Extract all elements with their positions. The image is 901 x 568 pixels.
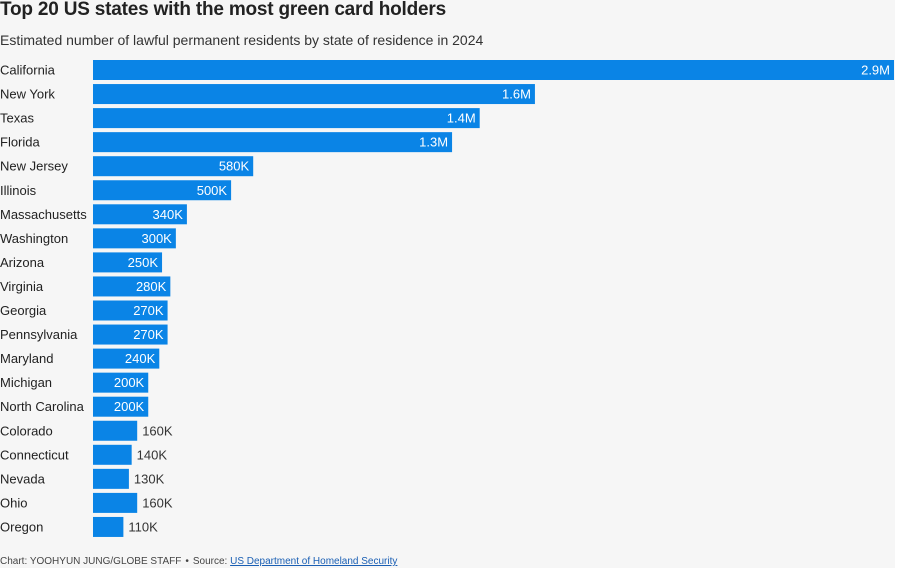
bar [93, 516, 124, 537]
source-prefix: Source: [192, 556, 228, 567]
value-label: 240K [125, 351, 156, 366]
bar [93, 108, 480, 129]
bar [93, 468, 129, 489]
bar [93, 180, 232, 201]
category-label: Ohio [0, 495, 27, 510]
bar [93, 60, 894, 80]
category-label: Texas [0, 111, 34, 126]
chart-title: Top 20 US states with the most green car… [0, 0, 446, 20]
bar [93, 228, 176, 249]
bar [93, 300, 168, 321]
bar [93, 420, 138, 441]
footer-separator: • [185, 556, 189, 567]
category-label: Pennsylvania [0, 327, 78, 342]
bar [93, 84, 535, 105]
bar [93, 204, 187, 225]
value-label: 200K [114, 375, 145, 390]
source-link[interactable]: US Department of Homeland Security [230, 556, 398, 567]
category-label: Michigan [0, 375, 52, 390]
bar [93, 444, 132, 465]
category-label: Arizona [0, 255, 45, 270]
bar [93, 492, 138, 513]
value-label: 110K [128, 519, 158, 534]
value-label: 140K [137, 447, 168, 462]
category-label: New Jersey [0, 159, 68, 174]
value-label: 2.9M [861, 63, 890, 78]
category-label: Connecticut [0, 447, 69, 462]
category-label: Georgia [0, 303, 47, 318]
bar-chart: California 2.9M New York 1.6M Texas 1.4M Flori… [0, 60, 894, 537]
category-label: Washington [0, 231, 68, 246]
value-label: 1.6M [502, 87, 531, 102]
category-label: California [0, 63, 56, 78]
category-label: Virginia [0, 279, 44, 294]
category-label: Maryland [0, 351, 53, 366]
bar [93, 132, 453, 153]
value-label: 580K [219, 159, 250, 174]
value-label: 340K [153, 207, 184, 222]
value-label: 500K [197, 183, 228, 198]
category-label: Illinois [0, 183, 37, 198]
value-label: 270K [133, 303, 164, 318]
category-label: North Carolina [0, 399, 85, 414]
category-label: Oregon [0, 519, 43, 534]
value-label: 160K [142, 495, 173, 510]
chart-credit: Chart: YOOHYUN JUNG/GLOBE STAFF [0, 556, 182, 567]
chart-footer: Chart: YOOHYUN JUNG/GLOBE STAFF • Source: … [0, 556, 397, 567]
bar [93, 348, 160, 369]
bar [93, 372, 149, 393]
value-label: 1.4M [447, 111, 476, 126]
value-label: 160K [142, 423, 173, 438]
value-label: 250K [128, 255, 159, 270]
bar [93, 252, 163, 273]
category-label: Colorado [0, 423, 53, 438]
category-label: Massachusetts [0, 207, 87, 222]
value-label: 270K [133, 327, 164, 342]
value-label: 130K [134, 471, 165, 486]
bar [93, 156, 254, 177]
category-label: Florida [0, 135, 41, 150]
bar [93, 276, 171, 297]
bar [93, 396, 149, 417]
value-label: 1.3M [419, 135, 448, 150]
value-label: 300K [141, 231, 172, 246]
bar [93, 324, 168, 345]
category-label: Nevada [0, 471, 46, 486]
category-label: New York [0, 87, 55, 102]
value-label: 280K [136, 279, 167, 294]
chart-subtitle: Estimated number of lawful permanent res… [0, 32, 484, 48]
value-label: 200K [114, 399, 145, 414]
